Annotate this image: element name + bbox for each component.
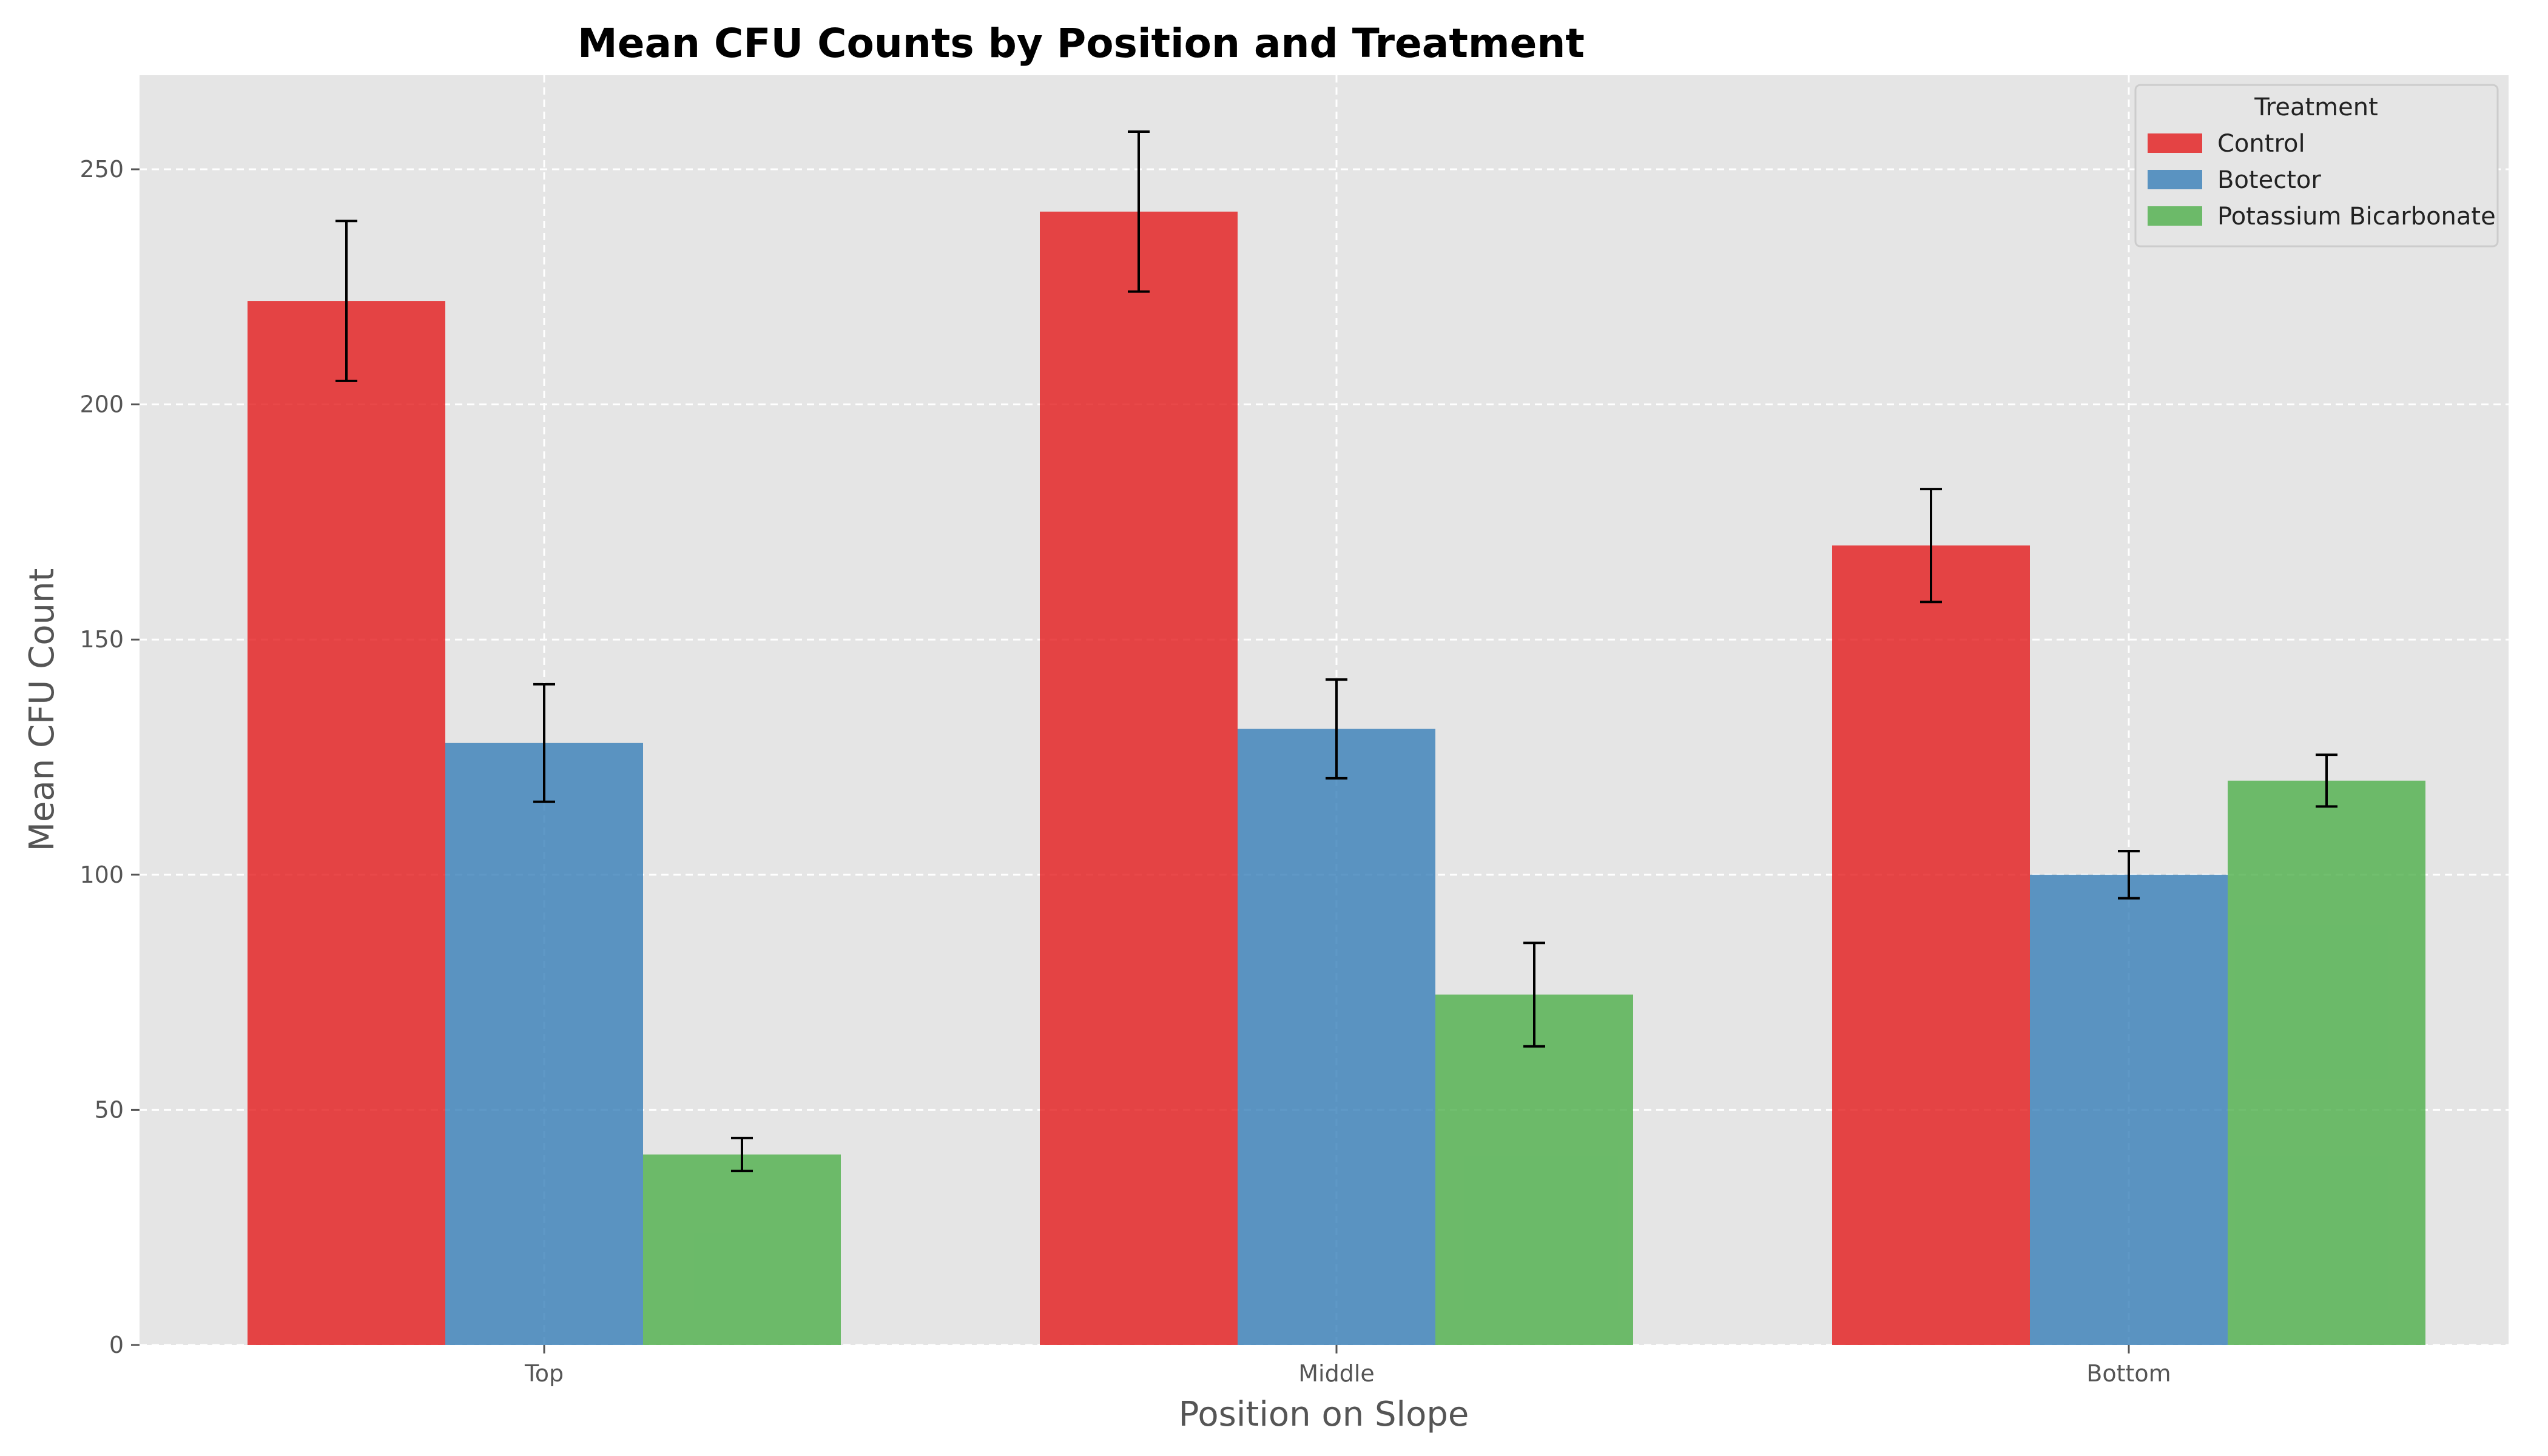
y-axis-label: Mean CFU Count bbox=[22, 568, 62, 852]
bar-potassium-bicarbonate-middle bbox=[1435, 994, 1633, 1345]
y-axis-ticks: 0 50 100 150 200 250 bbox=[79, 156, 140, 1358]
legend-box bbox=[2134, 84, 2499, 248]
legend-swatch bbox=[2148, 133, 2202, 153]
bar-control-top bbox=[248, 301, 445, 1346]
y-tick-label: 250 bbox=[79, 156, 124, 183]
legend: Treatment Control Botector Potassium Bicar… bbox=[2134, 84, 2499, 248]
bar-control-bottom bbox=[1832, 545, 2030, 1345]
bar-control-middle bbox=[1040, 211, 1238, 1345]
x-tick-label: Bottom bbox=[2086, 1360, 2171, 1387]
error-bars bbox=[335, 130, 2337, 1173]
bar-potassium-bicarbonate-top bbox=[643, 1154, 841, 1345]
x-axis-label: Position on Slope bbox=[1179, 1395, 1469, 1434]
legend-title: Treatment bbox=[2254, 93, 2378, 121]
x-tick-label: Top bbox=[524, 1360, 564, 1387]
bars bbox=[248, 211, 2425, 1346]
legend-entry-label: Botector bbox=[2217, 166, 2321, 194]
y-tick-label: 0 bbox=[109, 1332, 124, 1358]
legend-entry-label: Control bbox=[2217, 130, 2305, 158]
x-axis-ticks: Top Middle Bottom bbox=[524, 1345, 2171, 1387]
legend-entry-label: Potassium Bicarbonate bbox=[2217, 203, 2496, 231]
y-tick-label: 50 bbox=[95, 1096, 124, 1123]
bar-botector-top bbox=[445, 743, 643, 1345]
legend-swatch bbox=[2148, 170, 2202, 189]
y-tick-label: 200 bbox=[79, 391, 124, 418]
y-tick-label: 100 bbox=[79, 861, 124, 888]
bar-botector-middle bbox=[1238, 729, 1435, 1345]
legend-swatch bbox=[2148, 206, 2202, 226]
chart-title: Mean CFU Counts by Position and Treatmen… bbox=[578, 20, 1585, 67]
bar-potassium-bicarbonate-bottom bbox=[2228, 780, 2425, 1345]
y-tick-label: 150 bbox=[79, 626, 124, 653]
x-tick-label: Middle bbox=[1298, 1360, 1375, 1387]
bar-botector-bottom bbox=[2030, 874, 2228, 1345]
